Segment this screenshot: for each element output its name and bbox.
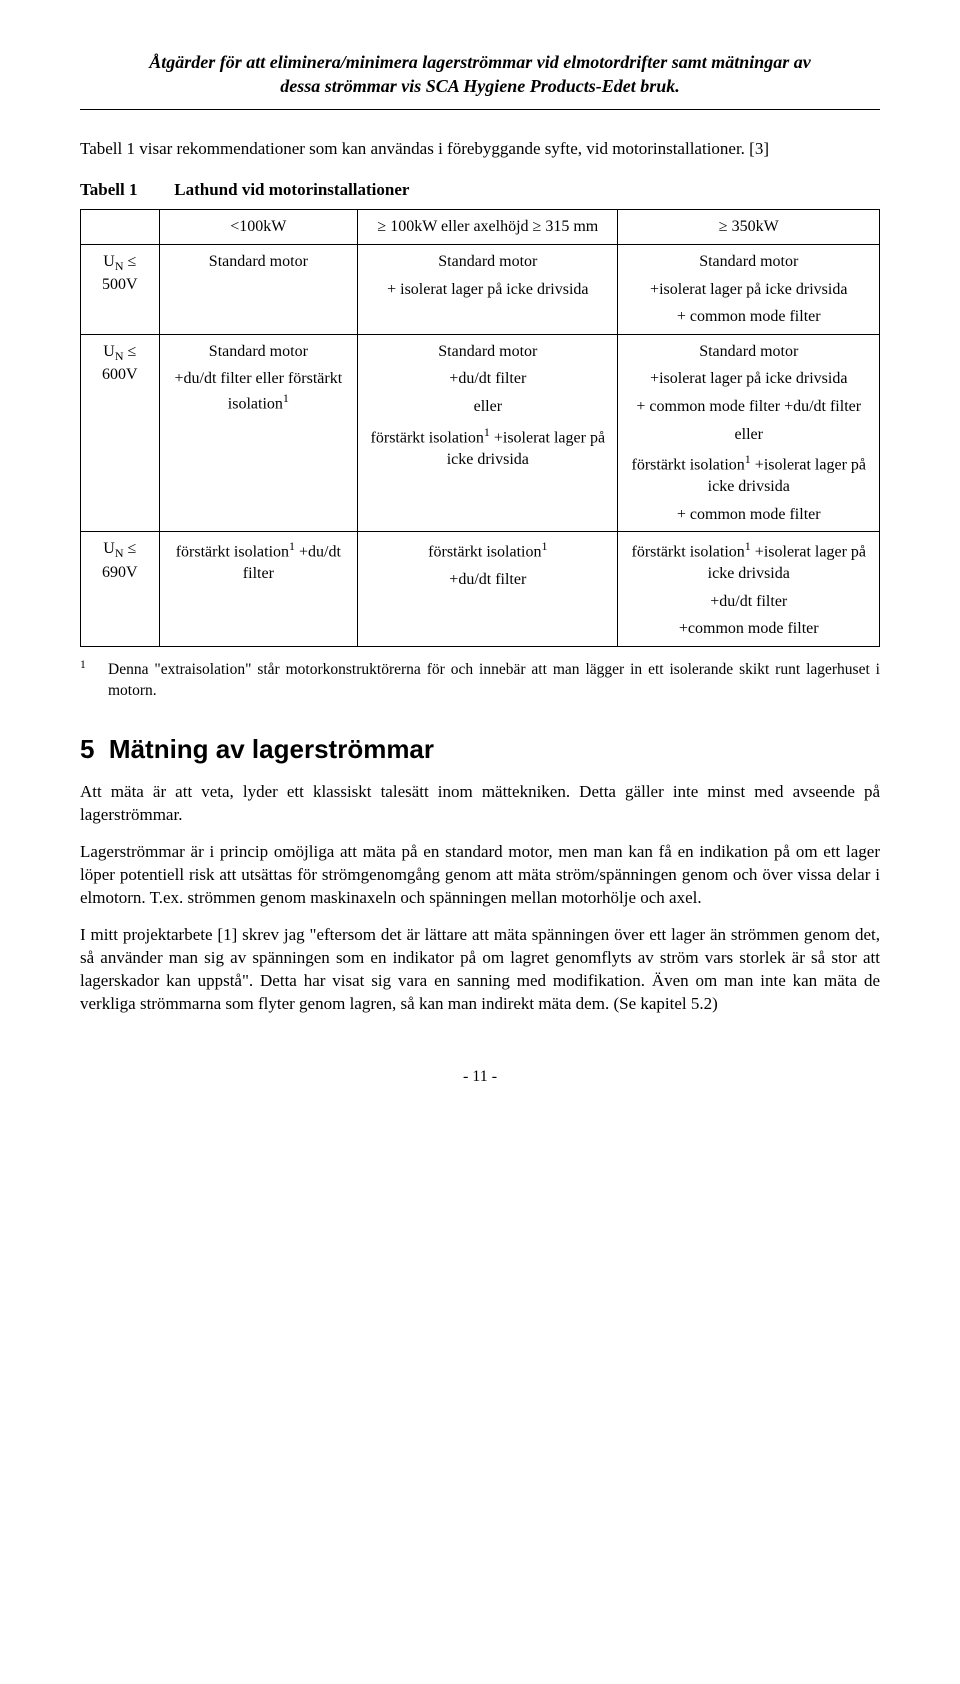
body-paragraph-2: Lagerströmmar är i princip omöjliga att …: [80, 841, 880, 910]
cell-r0-c3: Standard motor+isolerat lager på icke dr…: [618, 245, 880, 335]
cell-r2-c0: UN ≤ 690V: [81, 532, 160, 647]
table-caption-label: Tabell 1: [80, 179, 170, 202]
th-blank: [81, 210, 160, 245]
page-number: - 11 -: [80, 1066, 880, 1088]
th-col3: ≥ 350kW: [618, 210, 880, 245]
header-rule: [80, 109, 880, 110]
body-paragraph-3: I mitt projektarbete [1] skrev jag "efte…: [80, 924, 880, 1016]
footnote-mark: 1: [80, 658, 86, 671]
section-heading: 5 Mätning av lagerströmmar: [80, 732, 880, 767]
intro-paragraph: Tabell 1 visar rekommendationer som kan …: [80, 138, 880, 161]
th-col2: ≥ 100kW eller axelhöjd ≥ 315 mm: [358, 210, 618, 245]
header-line-2: dessa strömmar vis SCA Hygiene Products-…: [80, 74, 880, 98]
cell-r1-c2: Standard motor+du/dt filterellerförstärk…: [358, 334, 618, 531]
cell-r2-c3: förstärkt isolation1 +isolerat lager på …: [618, 532, 880, 647]
cell-r0-c1: Standard motor: [159, 245, 358, 335]
cell-r2-c1: förstärkt isolation1 +du/dt filter: [159, 532, 358, 647]
section-number: 5: [80, 734, 94, 764]
table-head-row: <100kW ≥ 100kW eller axelhöjd ≥ 315 mm ≥…: [81, 210, 880, 245]
cell-r0-c2: Standard motor+ isolerat lager på icke d…: [358, 245, 618, 335]
section-title: Mätning av lagerströmmar: [109, 734, 434, 764]
document-header: Åtgärder för att eliminera/minimera lage…: [80, 50, 880, 99]
body-paragraph-1: Att mäta är att veta, lyder ett klassisk…: [80, 781, 880, 827]
table-row: UN ≤ 690V förstärkt isolation1 +du/dt fi…: [81, 532, 880, 647]
table-footnote: 1 Denna "extraisolation" står motorkonstr…: [80, 657, 880, 702]
cell-r1-c3: Standard motor+isolerat lager på icke dr…: [618, 334, 880, 531]
table-row: UN ≤ 600V Standard motor+du/dt filter el…: [81, 334, 880, 531]
cell-r1-c1: Standard motor+du/dt filter eller förstä…: [159, 334, 358, 531]
lathund-table: <100kW ≥ 100kW eller axelhöjd ≥ 315 mm ≥…: [80, 209, 880, 647]
header-line-1: Åtgärder för att eliminera/minimera lage…: [80, 50, 880, 74]
footnote-text: Denna "extraisolation" står motorkonstru…: [108, 661, 880, 699]
table-row: UN ≤ 500V Standard motor Standard motor+…: [81, 245, 880, 335]
cell-r0-c0: UN ≤ 500V: [81, 245, 160, 335]
th-col1: <100kW: [159, 210, 358, 245]
table-caption-text: Lathund vid motorinstallationer: [174, 180, 409, 199]
cell-r1-c0: UN ≤ 600V: [81, 334, 160, 531]
table-caption: Tabell 1 Lathund vid motorinstallationer: [80, 179, 880, 202]
cell-r2-c2: förstärkt isolation1+du/dt filter: [358, 532, 618, 647]
